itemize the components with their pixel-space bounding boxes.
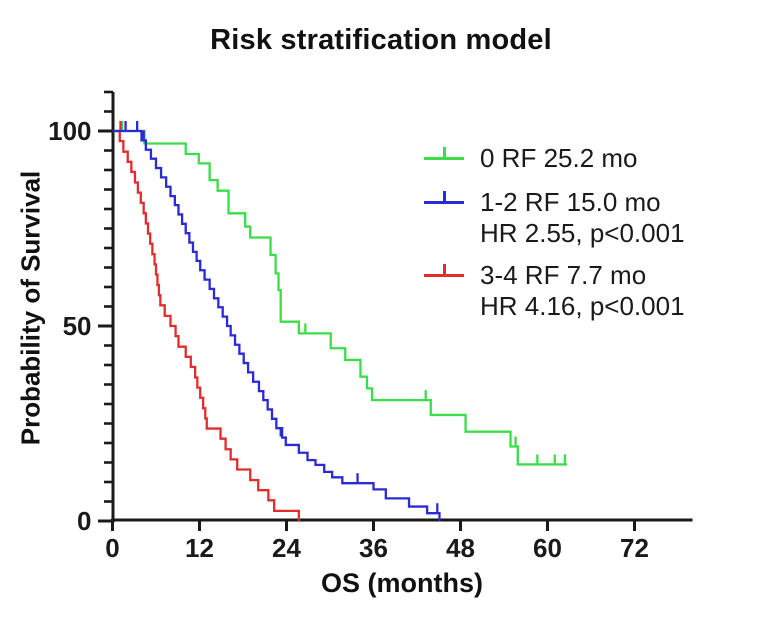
legend-censor-tick [442, 147, 446, 157]
legend-item-1-2rf: 1-2 RF 15.0 mo HR 2.55, p<0.001 [424, 187, 685, 249]
y-tick-label: 50 [63, 311, 92, 341]
legend-line-segment [424, 200, 464, 204]
x-tick-label: 0 [105, 533, 119, 563]
x-tick-label: 36 [359, 533, 388, 563]
y-tick-label: 0 [77, 506, 91, 536]
legend-item-0rf: 0 RF 25.2 mo [424, 143, 638, 174]
legend-censor-tick [442, 264, 446, 274]
legend-swatch-red-icon [424, 260, 464, 290]
survival-curve-1-2-rf [112, 129, 441, 521]
legend-line-segment [424, 156, 464, 160]
legend-line1: 1-2 RF 15.0 mo [480, 187, 661, 217]
legend-swatch-green-icon [424, 143, 464, 173]
x-tick-label: 48 [446, 533, 475, 563]
legend-line-segment [424, 273, 464, 277]
survival-curve-0-rf [112, 129, 568, 466]
legend-censor-tick [442, 191, 446, 201]
survival-curve-3-4-rf [112, 129, 300, 521]
x-axis-title: OS (months) [321, 568, 483, 598]
legend-label: 0 RF 25.2 mo [480, 143, 638, 174]
x-tick-label: 12 [185, 533, 214, 563]
y-tick-label: 100 [48, 116, 91, 146]
legend-swatch-blue-icon [424, 187, 464, 217]
legend-item-3-4rf: 3-4 RF 7.7 mo HR 4.16, p<0.001 [424, 260, 685, 322]
chart-title: Risk stratification model [210, 24, 552, 56]
legend-line1: 0 RF 25.2 mo [480, 143, 638, 173]
legend-line2: HR 2.55, p<0.001 [480, 218, 685, 248]
legend-line1: 3-4 RF 7.7 mo [480, 260, 647, 290]
legend-label: 3-4 RF 7.7 mo HR 4.16, p<0.001 [480, 260, 685, 322]
legend-line2: HR 4.16, p<0.001 [480, 291, 685, 321]
x-tick-label: 60 [533, 533, 562, 563]
legend-label: 1-2 RF 15.0 mo HR 2.55, p<0.001 [480, 187, 685, 249]
x-tick-label: 72 [620, 533, 649, 563]
x-tick-label: 24 [272, 533, 301, 563]
